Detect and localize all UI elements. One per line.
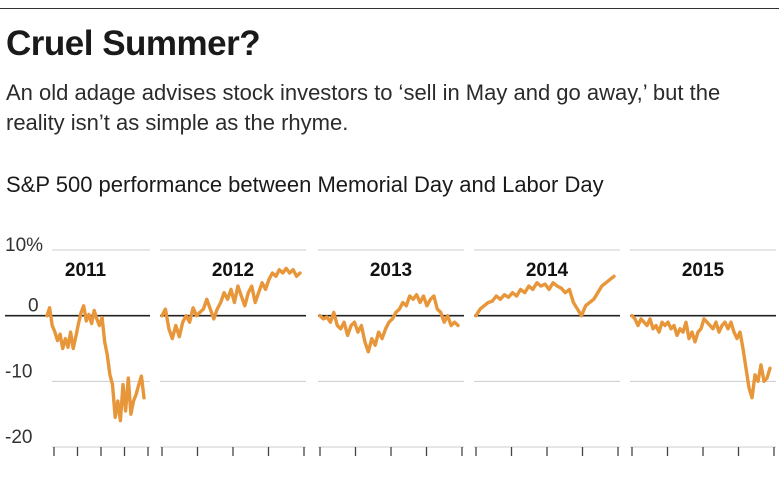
chart-title: S&P 500 performance between Memorial Day…: [6, 172, 604, 197]
panel-label-2013: 2013: [370, 260, 412, 281]
panel-label-2011: 2011: [65, 260, 107, 281]
page-title: Cruel Summer?: [6, 24, 261, 63]
series-line-2012: [160, 266, 302, 341]
panel-label-2015: 2015: [682, 260, 725, 281]
panel-label-2012: 2012: [212, 260, 254, 281]
y-tick-label: -10: [5, 361, 32, 382]
series-line-2015: [630, 313, 772, 400]
page-subtitle: An old adage advises stock investors to …: [6, 80, 721, 135]
y-tick-label: -20: [5, 427, 32, 448]
chart-area: 10% 0 -10 -20 2011 2012 2013 2014 2015: [5, 235, 776, 456]
series-line-2014: [474, 274, 616, 318]
y-tick-label: 10%: [5, 235, 43, 256]
series-line-2011: [45, 304, 146, 423]
panel-label-2014: 2014: [526, 260, 569, 281]
top-rule: [0, 8, 779, 9]
y-tick-label: 0: [28, 296, 39, 317]
series-line-2013: [318, 292, 460, 354]
